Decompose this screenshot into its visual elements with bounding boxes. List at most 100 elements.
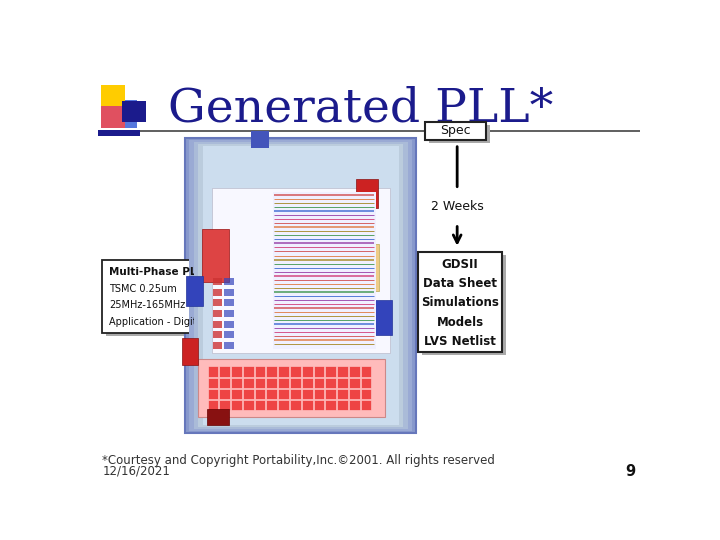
Bar bbox=[418, 252, 502, 352]
Bar bbox=[243, 366, 253, 377]
Bar bbox=[349, 400, 360, 410]
Bar bbox=[361, 377, 372, 388]
Text: LVS Netlist: LVS Netlist bbox=[424, 335, 496, 348]
Bar bbox=[266, 389, 277, 399]
Bar bbox=[231, 400, 242, 410]
Bar bbox=[325, 400, 336, 410]
Bar bbox=[325, 389, 336, 399]
Bar bbox=[224, 299, 234, 307]
Text: 25MHz-165MHz: 25MHz-165MHz bbox=[109, 300, 185, 310]
Bar bbox=[224, 342, 234, 349]
Bar bbox=[337, 377, 348, 388]
Bar bbox=[106, 263, 210, 336]
Bar bbox=[231, 389, 242, 399]
Bar bbox=[374, 300, 392, 335]
Bar bbox=[290, 389, 301, 399]
Bar bbox=[207, 377, 218, 388]
Bar bbox=[314, 400, 324, 410]
Text: Spec: Spec bbox=[440, 124, 471, 137]
Bar bbox=[207, 389, 218, 399]
Bar bbox=[266, 377, 277, 388]
Bar bbox=[99, 131, 140, 136]
Text: 9: 9 bbox=[626, 464, 636, 479]
Bar bbox=[212, 310, 222, 317]
Bar bbox=[207, 409, 229, 426]
Bar bbox=[349, 366, 360, 377]
Text: Generated PLL*: Generated PLL* bbox=[168, 86, 554, 132]
Text: 2 Weeks: 2 Weeks bbox=[431, 200, 484, 213]
Bar bbox=[203, 146, 399, 425]
Bar bbox=[349, 377, 360, 388]
Bar bbox=[290, 377, 301, 388]
Bar bbox=[290, 366, 301, 377]
Bar bbox=[359, 244, 379, 291]
Bar bbox=[422, 255, 505, 355]
Bar bbox=[224, 289, 234, 296]
Bar bbox=[197, 359, 385, 416]
Bar bbox=[255, 377, 266, 388]
Bar bbox=[220, 389, 230, 399]
Bar bbox=[349, 389, 360, 399]
Bar bbox=[122, 100, 145, 122]
Bar bbox=[361, 366, 372, 377]
Bar bbox=[198, 144, 403, 427]
Bar bbox=[302, 400, 312, 410]
Bar bbox=[273, 192, 376, 349]
Bar bbox=[314, 377, 324, 388]
Bar bbox=[212, 278, 222, 285]
Bar bbox=[207, 366, 218, 377]
Bar bbox=[185, 138, 416, 433]
Bar bbox=[302, 366, 312, 377]
Bar bbox=[278, 389, 289, 399]
Bar bbox=[220, 377, 230, 388]
Bar bbox=[290, 400, 301, 410]
Bar bbox=[212, 188, 390, 353]
Bar bbox=[314, 389, 324, 399]
Bar bbox=[337, 389, 348, 399]
Bar bbox=[425, 122, 486, 140]
Bar bbox=[243, 389, 253, 399]
Text: Application - Digital Video: Application - Digital Video bbox=[109, 317, 235, 327]
Bar bbox=[278, 366, 289, 377]
Bar bbox=[255, 400, 266, 410]
Bar bbox=[325, 377, 336, 388]
Text: Multi-Phase PLL: Multi-Phase PLL bbox=[109, 267, 203, 277]
Bar bbox=[212, 342, 222, 349]
Bar bbox=[101, 106, 125, 128]
Bar bbox=[278, 377, 289, 388]
Bar bbox=[212, 321, 222, 328]
Bar bbox=[278, 400, 289, 410]
Bar bbox=[361, 400, 372, 410]
Text: 12/16/2021: 12/16/2021 bbox=[102, 465, 170, 478]
Bar bbox=[202, 229, 229, 282]
Bar bbox=[255, 389, 266, 399]
Bar bbox=[428, 125, 490, 143]
Bar bbox=[243, 377, 253, 388]
Bar bbox=[266, 366, 277, 377]
Bar bbox=[194, 141, 408, 429]
Bar bbox=[220, 366, 230, 377]
Bar bbox=[182, 339, 198, 365]
Bar bbox=[314, 366, 324, 377]
Bar bbox=[186, 276, 203, 306]
Bar bbox=[325, 366, 336, 377]
Bar bbox=[302, 377, 312, 388]
Bar bbox=[224, 310, 234, 317]
Bar bbox=[224, 331, 234, 338]
Bar bbox=[337, 400, 348, 410]
Bar bbox=[361, 389, 372, 399]
Bar bbox=[251, 131, 269, 148]
Text: *Courtesy and Copyright Portability,Inc.©2001. All rights reserved: *Courtesy and Copyright Portability,Inc.… bbox=[102, 454, 495, 467]
Bar bbox=[224, 321, 234, 328]
Text: Data Sheet: Data Sheet bbox=[423, 277, 497, 290]
Text: GDSII: GDSII bbox=[441, 258, 478, 271]
Bar bbox=[266, 400, 277, 410]
Bar bbox=[212, 299, 222, 307]
Bar bbox=[102, 260, 205, 333]
Bar bbox=[112, 100, 137, 128]
Bar bbox=[356, 179, 378, 208]
Bar bbox=[255, 366, 266, 377]
Bar bbox=[302, 389, 312, 399]
Text: TSMC 0.25um: TSMC 0.25um bbox=[109, 284, 176, 294]
Text: Models: Models bbox=[436, 316, 484, 329]
